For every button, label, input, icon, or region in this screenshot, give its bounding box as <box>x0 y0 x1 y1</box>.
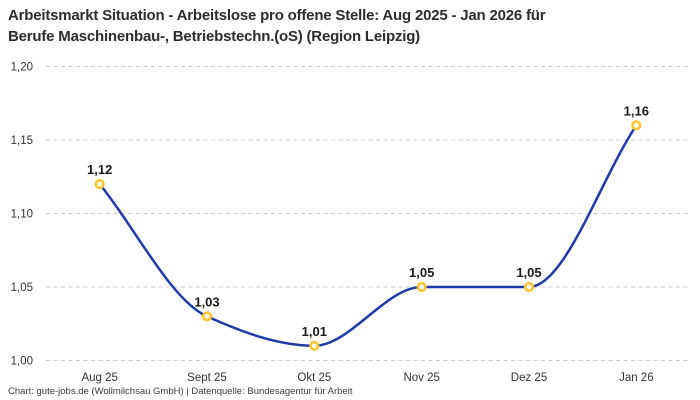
data-line <box>98 124 638 348</box>
data-point-label: 1,01 <box>302 324 327 339</box>
data-point-marker <box>309 340 320 351</box>
y-tick-label: 1,00 <box>11 356 33 368</box>
x-tick-label: Dez 25 <box>511 372 547 384</box>
data-point-marker <box>523 281 535 293</box>
x-tick-label: Jan 26 <box>619 372 654 384</box>
x-tick-label: Nov 25 <box>403 372 439 384</box>
y-tick-label: 1,10 <box>11 209 33 221</box>
data-point-label: 1,16 <box>624 103 649 118</box>
x-tick-label: Okt 25 <box>297 372 331 384</box>
data-point-marker <box>94 179 105 190</box>
data-point-label: 1,03 <box>194 294 219 309</box>
chart-attribution: Chart: gute-jobs.de (Wollmilchsau GmbH) … <box>8 386 353 397</box>
data-point-marker <box>201 311 213 322</box>
data-point-label: 1,12 <box>87 162 112 177</box>
data-point-marker <box>416 281 427 293</box>
x-tick-label: Aug 25 <box>81 372 117 384</box>
data-point-marker <box>631 120 642 131</box>
y-tick-label: 1,20 <box>11 62 33 74</box>
data-point-label: 1,05 <box>409 265 434 280</box>
data-point-label: 1,05 <box>516 265 541 280</box>
y-tick-label: 1,05 <box>11 282 33 294</box>
chart-title: Arbeitsmarkt Situation - Arbeitslose pro… <box>8 5 668 47</box>
chart-title-line-1: Arbeitsmarkt Situation - Arbeitslose pro… <box>8 7 546 24</box>
chart-title-line-2: Berufe Maschinenbau-, Betriebstechn.(oS)… <box>8 28 420 45</box>
x-tick-label: Sept 25 <box>187 372 227 384</box>
y-tick-label: 1,15 <box>11 135 33 147</box>
